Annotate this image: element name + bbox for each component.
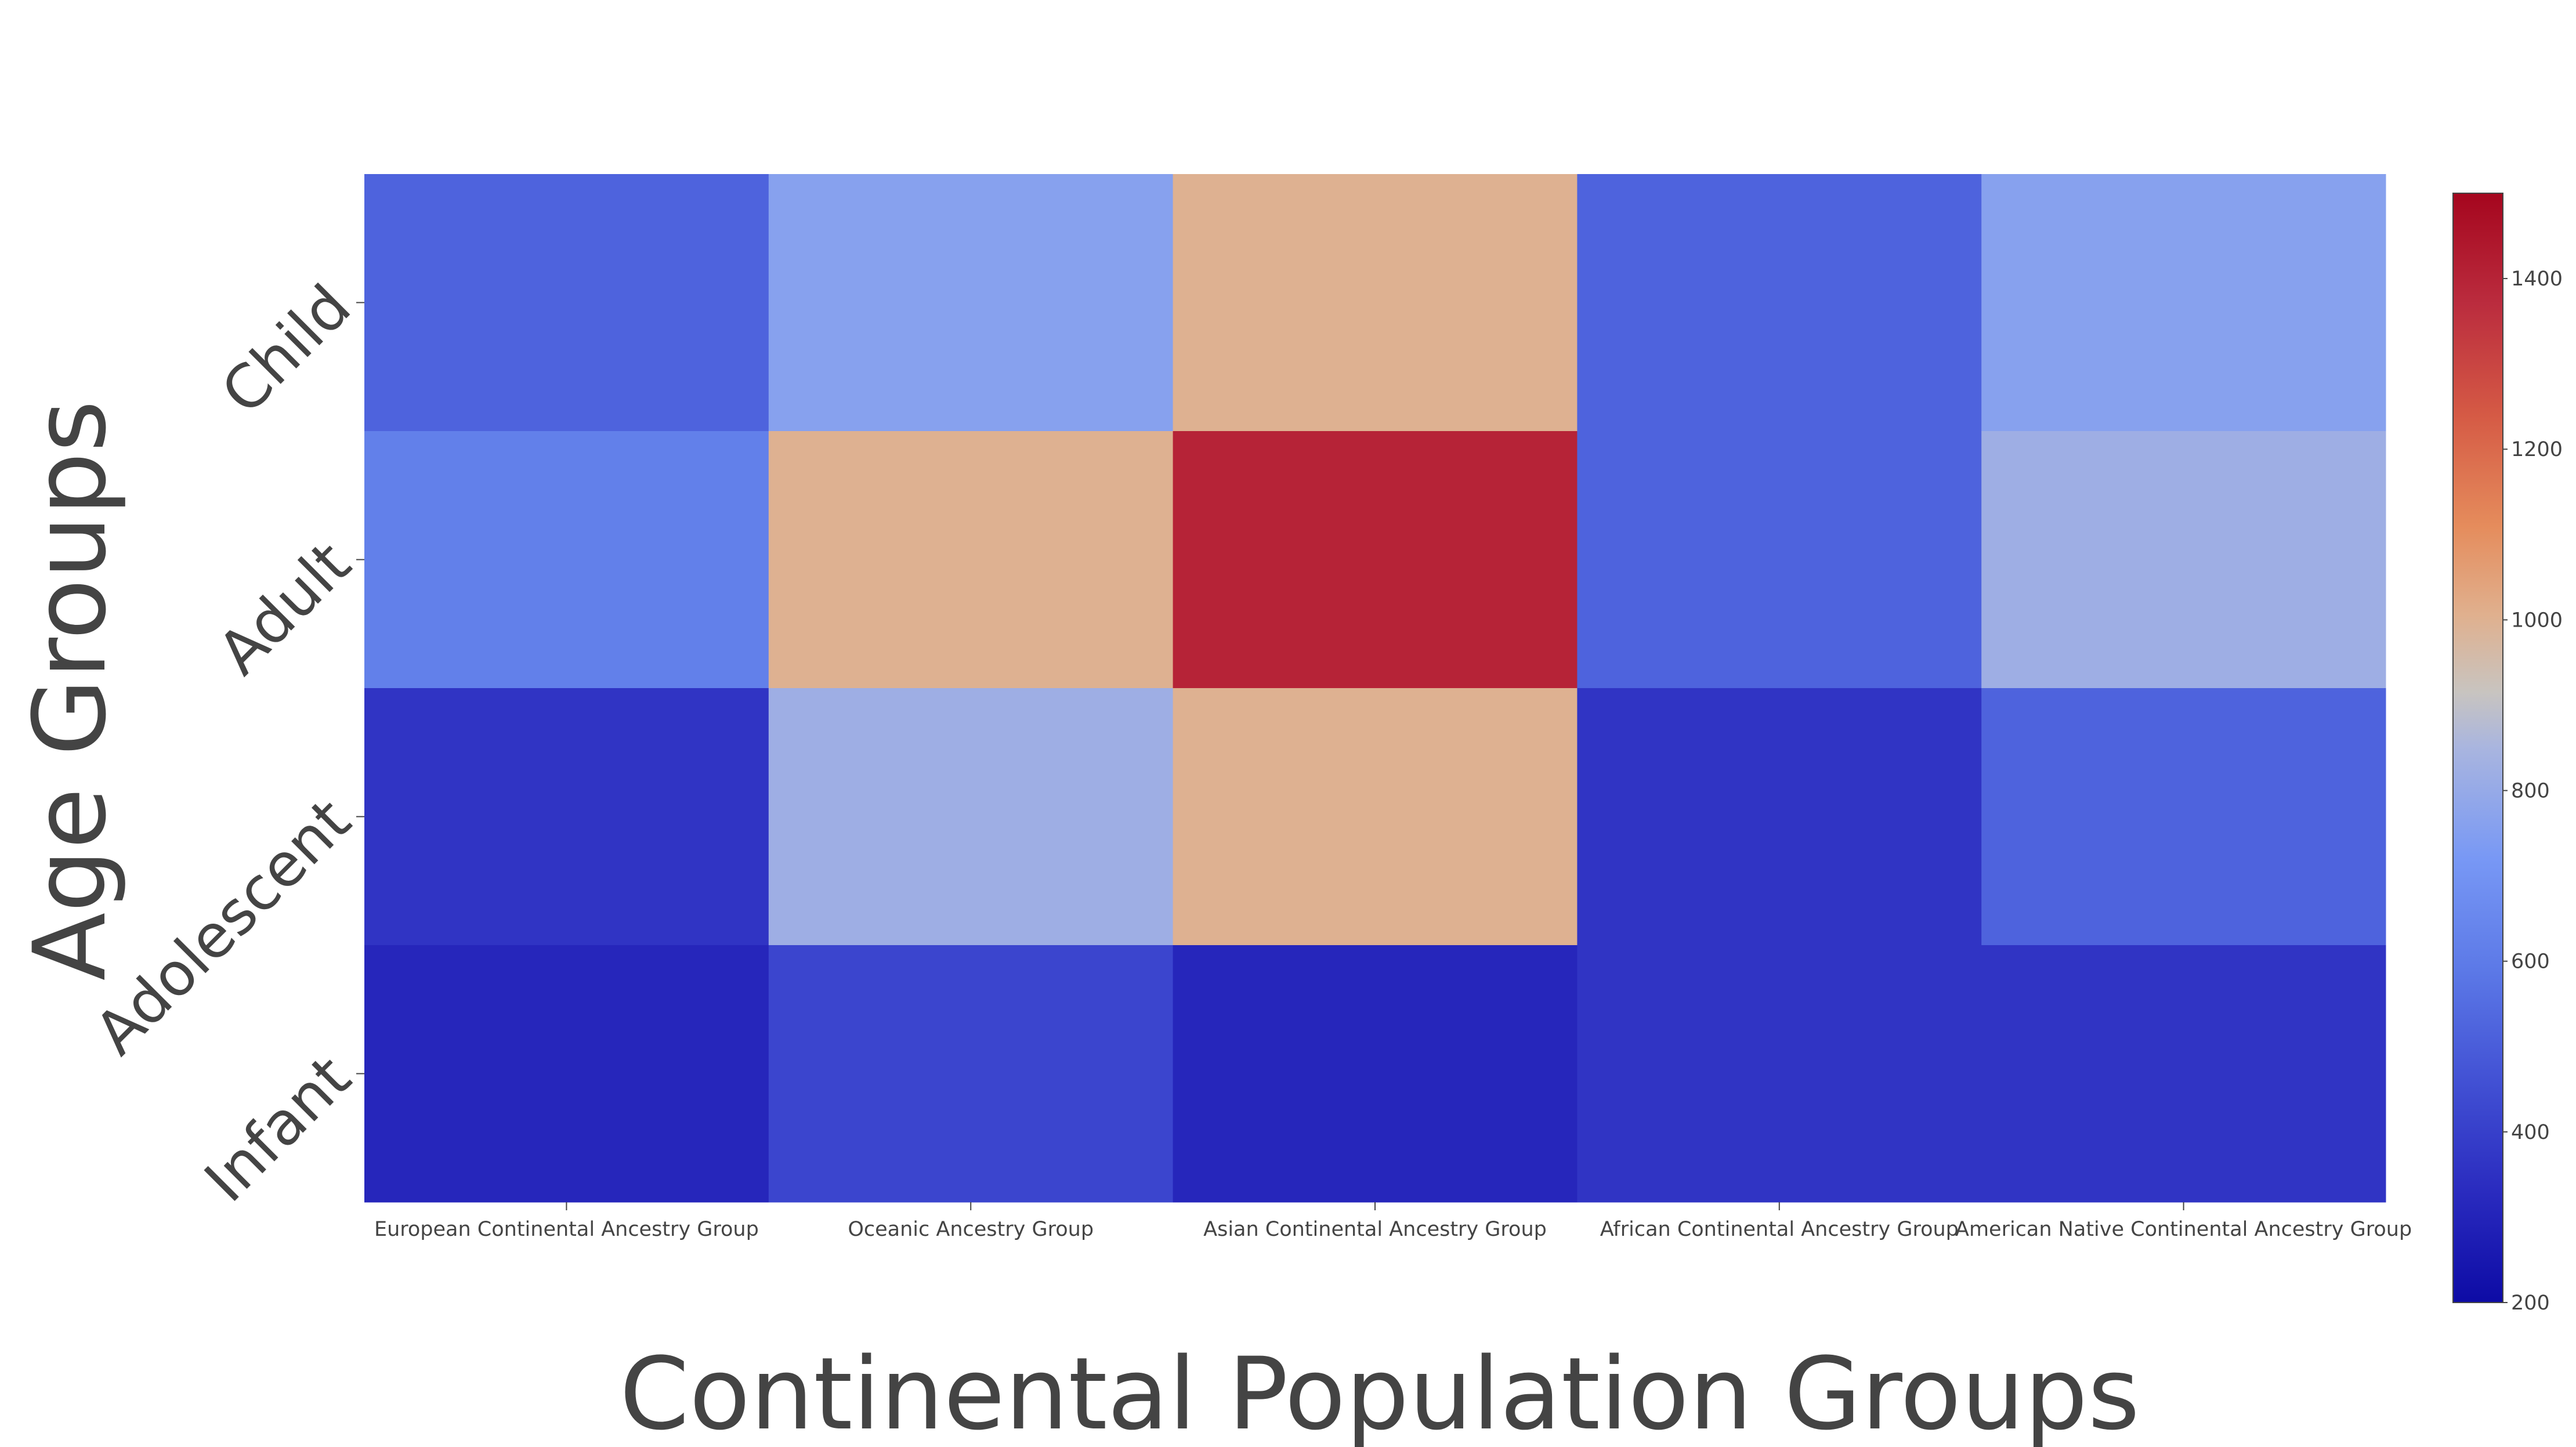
heatmap-cell [1173, 688, 1578, 946]
colorbar-ticks: 200 400 600 800 1000 1200 1400 [2503, 267, 2563, 1315]
heatmap-cell [364, 945, 769, 1203]
heatmap-cell [364, 688, 769, 946]
colorbar-tick-label: 800 [2511, 780, 2550, 803]
heatmap-cell [768, 174, 1174, 432]
heatmap-cell [768, 431, 1174, 689]
x-tick-label: Asian Continental Ancestry Group [1203, 1218, 1547, 1241]
x-axis-title: Continental Population Groups [620, 1336, 2140, 1447]
heatmap-cell [1981, 688, 2386, 946]
heatmap-cell [364, 431, 769, 689]
heatmap-cell [1577, 945, 1982, 1203]
colorbar-tick-label: 400 [2511, 1121, 2550, 1144]
x-tick-label: Oceanic Ancestry Group [848, 1218, 1094, 1241]
y-tick-label: Infant [191, 1043, 364, 1215]
colorbar-tick-label: 1200 [2511, 438, 2563, 461]
heatmap-cell [768, 945, 1174, 1203]
colorbar-tick-label: 600 [2511, 950, 2550, 974]
heatmap-cell [1577, 174, 1982, 432]
colorbar-tick-label: 1400 [2511, 267, 2563, 291]
colorbar-tick-label: 1000 [2511, 609, 2563, 632]
x-tick-label: American Native Continental Ancestry Gro… [1955, 1218, 2412, 1241]
heatmap-cell [768, 688, 1174, 946]
heatmap-cell [1981, 431, 2386, 689]
colorbar-gradient [2452, 193, 2503, 1303]
colorbar-tick-label: 200 [2511, 1292, 2550, 1315]
x-axis-ticks: European Continental Ancestry Group Ocean… [374, 1202, 2412, 1241]
heatmap-cell [1173, 945, 1578, 1203]
y-axis-title: Age Groups [12, 400, 128, 981]
heatmap-cell [1981, 174, 2386, 432]
heatmap-cell [1577, 688, 1982, 946]
y-tick-label: Adult [205, 529, 364, 688]
heatmap-cell [1577, 431, 1982, 689]
heatmap-cell [1173, 431, 1578, 689]
heatmap-cell [364, 174, 769, 432]
heatmap-cell [1981, 945, 2386, 1203]
x-tick-label: African Continental Ancestry Group [1600, 1218, 1959, 1241]
y-tick-label: Child [208, 272, 364, 428]
colorbar: 200 400 600 800 1000 1200 1400 [2452, 193, 2563, 1315]
heatmap-cells [364, 174, 2386, 1203]
x-tick-label: European Continental Ancestry Group [374, 1218, 759, 1241]
heatmap-cell [1173, 174, 1578, 432]
